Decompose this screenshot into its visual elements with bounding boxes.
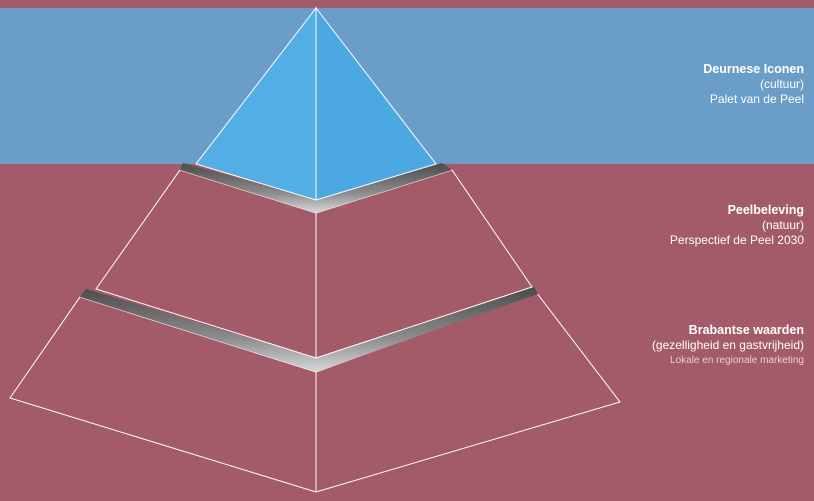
- level-note: Palet van de Peel: [709, 92, 804, 106]
- tier-separator-bottom: [80, 287, 538, 372]
- label-bottom-level: Brabantse waarden (gezelligheid en gastv…: [652, 323, 804, 368]
- level-title: Peelbeleving: [727, 203, 804, 217]
- pyramid-apex: [195, 6, 437, 201]
- level-title: Brabantse waarden: [688, 323, 804, 337]
- label-middle-level: Peelbeleving (natuur) Perspectief de Pee…: [670, 203, 804, 248]
- label-top-level: Deurnese Iconen (cultuur) Palet van de P…: [703, 62, 804, 107]
- level-subtitle: (gezelligheid en gastvrijheid): [651, 338, 804, 352]
- pyramid-tier-middle: [95, 163, 533, 359]
- pyramid-tier-bottom: [9, 287, 621, 493]
- level-note: Lokale en regionale marketing: [670, 355, 804, 366]
- level-title: Deurnese Iconen: [703, 62, 804, 76]
- level-note: Perspectief de Peel 2030: [669, 233, 804, 247]
- level-subtitle: (natuur): [761, 218, 804, 232]
- level-subtitle: (cultuur): [759, 77, 804, 91]
- tier-separator-middle: [180, 163, 452, 213]
